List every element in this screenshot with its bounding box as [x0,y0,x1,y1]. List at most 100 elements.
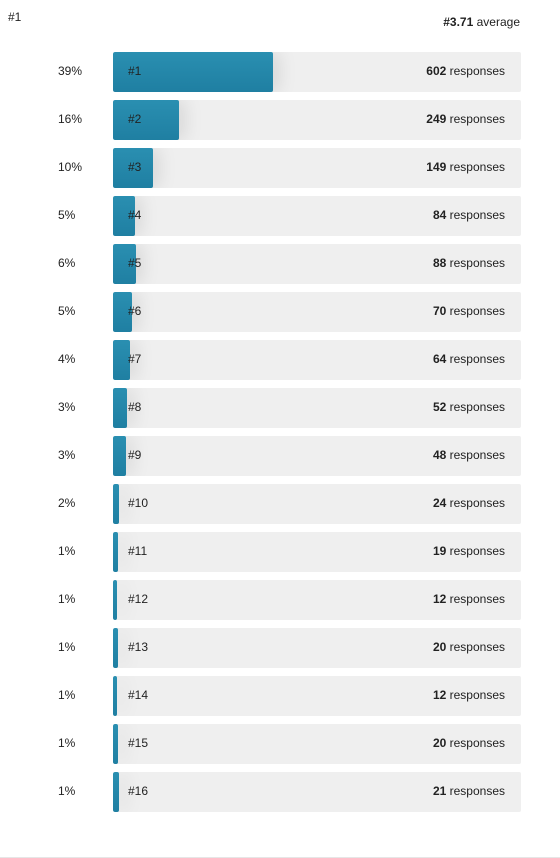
response-count: 12 responses [433,592,505,606]
rank-label: #4 [128,208,142,222]
chart-row: 3% #8 52 responses [0,388,560,428]
percent-label: 1% [58,784,76,798]
percent-label: 16% [58,112,83,126]
percent-label: 1% [58,640,76,654]
bar [113,676,117,716]
response-count: 84 responses [433,208,505,222]
bar-track: #12 12 responses [113,580,521,620]
response-count-suffix: responses [446,304,505,318]
rank-label: #14 [128,688,149,702]
bar [113,628,118,668]
percent-label: 6% [58,256,76,270]
rank-label: #3 [128,160,142,174]
response-count-value: 20 [432,640,447,654]
chart-row: 5% #4 84 responses [0,196,560,236]
chart-row: 3% #9 48 responses [0,436,560,476]
response-count: 70 responses [433,304,505,318]
bar-track: #15 20 responses [113,724,521,764]
response-count-suffix: responses [446,208,505,222]
response-count-value: 48 [432,448,447,462]
chart-row: 1% #15 20 responses [0,724,560,764]
bar-track: #10 24 responses [113,484,521,524]
bar-track: #4 84 responses [113,196,521,236]
bar [113,388,127,428]
chart-row: 5% #6 70 responses [0,292,560,332]
percent-label: 1% [58,736,76,750]
response-count-suffix: responses [446,736,505,750]
bar-track: #5 88 responses [113,244,521,284]
response-count-suffix: responses [446,496,505,510]
bar [113,772,119,812]
bar-track: #8 52 responses [113,388,521,428]
corner-label: #1 [8,10,22,24]
response-count-value: 64 [432,352,447,366]
response-count-value: 12 [432,592,447,606]
average-summary: #3.71 average [443,15,520,29]
percent-label: 5% [58,304,76,318]
bar [113,196,135,236]
percent-label: 4% [58,352,76,366]
bar-track: #6 70 responses [113,292,521,332]
chart-row: 1% #16 21 responses [0,772,560,812]
ranking-bar-chart: 39% #1 602 responses 16% #2 249 responses 10% #… [0,52,560,820]
response-count-suffix: responses [446,640,505,654]
bar [113,436,126,476]
percent-label: 1% [58,544,76,558]
response-count-value: 21 [432,784,447,798]
percent-label: 1% [58,688,76,702]
response-count-value: 84 [432,208,447,222]
percent-label: 39% [58,64,83,78]
chart-row: 6% #5 88 responses [0,244,560,284]
response-count-suffix: responses [446,64,505,78]
bar [113,340,130,380]
response-count: 24 responses [433,496,505,510]
response-count-suffix: responses [446,448,505,462]
response-count: 12 responses [433,688,505,702]
response-count-value: 149 [426,160,447,174]
bar-track: #1 602 responses [113,52,521,92]
bar [113,52,273,92]
bar [113,100,179,140]
response-count-suffix: responses [446,688,505,702]
response-count: 20 responses [433,640,505,654]
chart-row: 2% #10 24 responses [0,484,560,524]
bar-track: #16 21 responses [113,772,521,812]
response-count: 19 responses [433,544,505,558]
percent-label: 3% [58,400,76,414]
rank-label: #1 [128,64,142,78]
chart-row: 39% #1 602 responses [0,52,560,92]
percent-label: 2% [58,496,76,510]
response-count-value: 602 [426,64,447,78]
percent-label: 10% [58,160,83,174]
bar-track: #13 20 responses [113,628,521,668]
chart-row: 4% #7 64 responses [0,340,560,380]
rank-label: #2 [128,112,142,126]
chart-row: 1% #13 20 responses [0,628,560,668]
rank-label: #6 [128,304,142,318]
response-count-suffix: responses [446,400,505,414]
chart-row: 1% #11 19 responses [0,532,560,572]
rank-label: #13 [128,640,149,654]
response-count-suffix: responses [446,352,505,366]
chart-row: 1% #14 12 responses [0,676,560,716]
response-count: 21 responses [433,784,505,798]
rank-label: #15 [128,736,149,750]
bar-track: #7 64 responses [113,340,521,380]
response-count-suffix: responses [446,112,505,126]
response-count: 20 responses [433,736,505,750]
average-value: #3.71 [443,15,474,29]
response-count-value: 88 [432,256,447,270]
response-count: 48 responses [433,448,505,462]
response-count: 88 responses [433,256,505,270]
rank-label: #5 [128,256,142,270]
bar [113,724,118,764]
average-label: average [476,15,520,29]
bar [113,244,136,284]
response-count: 64 responses [433,352,505,366]
response-count-suffix: responses [446,160,505,174]
response-count: 249 responses [426,112,505,126]
bar [113,148,153,188]
response-count-value: 70 [432,304,447,318]
response-count-value: 249 [426,112,447,126]
rank-label: #9 [128,448,142,462]
